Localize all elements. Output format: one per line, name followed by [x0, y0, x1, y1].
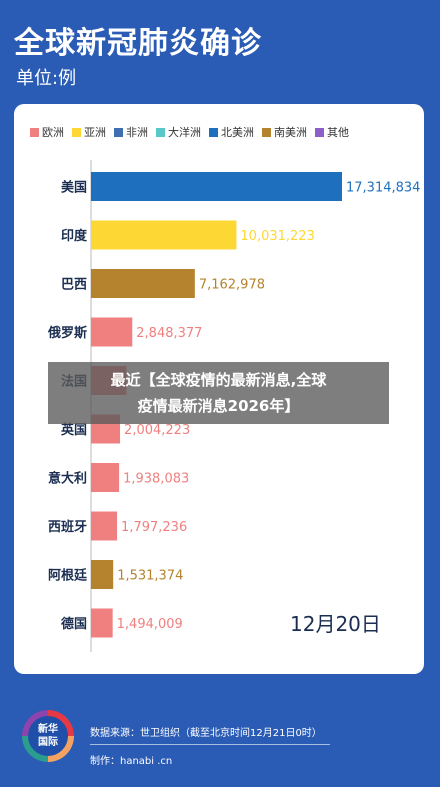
legend-item: 亚洲 — [72, 124, 106, 140]
bar — [91, 511, 118, 541]
overlay-line-1: 最近【全球疫情的最新消息,全球 — [110, 371, 327, 389]
page-title: 全球新冠肺炎确诊 — [14, 26, 262, 61]
bar-chart: 美国 17,314,834 印度 10,031,223 巴西 7,162,978 俄罗斯 2,… — [47, 160, 420, 652]
legend-swatch — [315, 127, 324, 137]
category-label: 印度 — [61, 228, 88, 244]
footer-divider — [90, 744, 330, 745]
value-label: 17,314,834 — [346, 181, 420, 196]
legend-item: 大洋洲 — [156, 124, 201, 140]
value-label: 1,494,009 — [117, 617, 183, 632]
logo-text: 新华 国际 — [28, 716, 68, 756]
unit-label: 单位:例 — [16, 68, 77, 89]
bar — [91, 317, 133, 347]
bar — [91, 269, 195, 298]
value-label: 2,004,223 — [124, 423, 190, 438]
value-label: 2,848,377 — [136, 326, 202, 341]
bar — [91, 608, 113, 638]
value-label: 1,531,374 — [117, 569, 183, 584]
category-label: 俄罗斯 — [47, 325, 87, 341]
bar — [91, 172, 342, 201]
value-label: 10,031,223 — [240, 229, 314, 244]
legend-item: 其他 — [315, 124, 349, 140]
news-overlay-banner: 最近【全球疫情的最新消息,全球 疫情最新消息2026年】 — [48, 362, 389, 424]
value-label: 1,938,083 — [123, 472, 189, 487]
category-label: 意大利 — [48, 471, 87, 487]
legend-swatch — [262, 127, 271, 137]
category-label: 巴西 — [61, 278, 87, 293]
category-label: 西班牙 — [48, 519, 87, 535]
legend-swatch — [114, 127, 123, 137]
legend-label: 其他 — [327, 126, 349, 139]
overlay-line-2: 疫情最新消息2026年】 — [137, 397, 300, 415]
bar — [91, 560, 114, 589]
xinhua-logo-icon: 新华 国际 — [22, 710, 74, 762]
footer: 新华 国际 数据来源：世卫组织（截至北京时间12月21日0时） 制作：hanab… — [0, 690, 440, 787]
bar — [91, 220, 237, 250]
category-label: 德国 — [61, 616, 87, 632]
legend-swatch — [156, 127, 165, 137]
legend-item: 非洲 — [114, 124, 148, 140]
legend-swatch — [30, 127, 39, 137]
legend-label: 南美洲 — [274, 126, 307, 139]
bar — [91, 463, 120, 492]
logo-text-line-1: 新华 — [38, 724, 58, 735]
legend-item: 欧洲 — [30, 124, 64, 140]
value-label: 7,162,978 — [199, 278, 265, 293]
legend-swatch — [72, 127, 81, 137]
date-label: 12月20日 — [290, 612, 381, 636]
legend-item: 北美洲 — [209, 124, 254, 140]
data-source: 数据来源：世卫组织（截至北京时间12月21日0时） — [90, 728, 322, 739]
legend-label: 大洋洲 — [168, 126, 201, 139]
category-label: 阿根廷 — [48, 568, 88, 584]
legend-label: 亚洲 — [84, 126, 106, 139]
legend-label: 欧洲 — [42, 126, 64, 139]
legend-swatch — [209, 127, 218, 137]
category-label: 美国 — [61, 180, 87, 196]
value-label: 1,797,236 — [121, 520, 187, 535]
legend-label: 非洲 — [126, 126, 148, 139]
credit-line: 制作：hanabi .cn — [90, 756, 173, 767]
logo-text-line-2: 国际 — [38, 737, 58, 748]
chart-legend: 欧洲 亚洲 非洲 大洋洲 北美洲 南美洲 其他 — [30, 122, 418, 142]
legend-item: 南美洲 — [262, 124, 307, 140]
category-label: 英国 — [60, 422, 87, 438]
legend-label: 北美洲 — [221, 126, 254, 139]
